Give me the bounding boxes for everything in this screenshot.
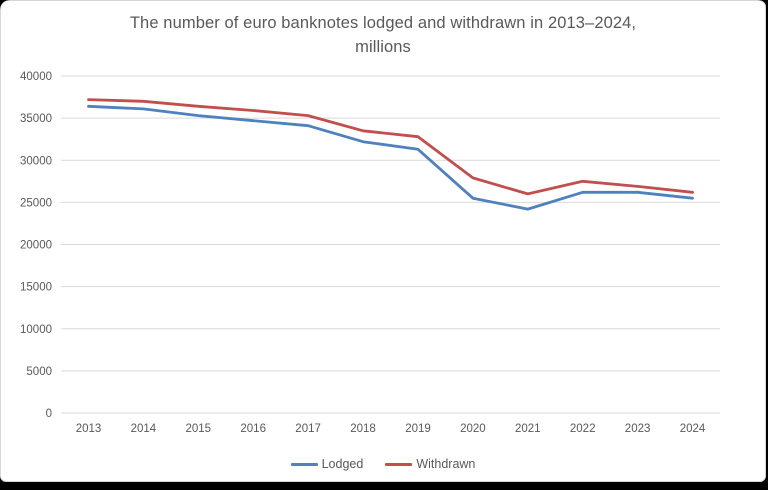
- x-tick-label: 2022: [570, 423, 596, 435]
- chart-title-line-2: millions: [355, 37, 411, 56]
- x-tick-label: 2013: [76, 423, 102, 435]
- x-tick-label: 2020: [460, 423, 486, 435]
- y-tick-label: 35000: [20, 113, 52, 125]
- y-tick-label: 5000: [26, 366, 52, 378]
- x-tick-label: 2017: [295, 423, 321, 435]
- chart-title: The number of euro banknotes lodged and …: [1, 12, 765, 60]
- legend-label-lodged: Lodged: [321, 457, 364, 471]
- y-tick-label: 20000: [20, 240, 52, 252]
- x-tick-label: 2019: [405, 423, 431, 435]
- withdrawn-line-swatch-icon: [385, 462, 413, 466]
- x-tick-label: 2015: [186, 423, 212, 435]
- y-tick-label: 40000: [20, 71, 52, 83]
- x-tick-label: 2018: [350, 423, 376, 435]
- y-tick-label: 0: [46, 408, 52, 420]
- y-tick-label: 30000: [20, 155, 52, 167]
- y-tick-label: 10000: [20, 324, 52, 336]
- y-tick-label: 25000: [20, 197, 52, 209]
- legend-item-lodged: Lodged: [290, 457, 364, 471]
- legend-label-withdrawn: Withdrawn: [416, 457, 476, 471]
- withdrawn-line: [87, 98, 694, 196]
- line-chart-plot: 0 5000 10000 15000 20000 25000 30000 35000 40000…: [20, 71, 720, 435]
- x-tick-label: 2024: [680, 423, 706, 435]
- x-tick-label: 2016: [240, 423, 266, 435]
- legend-item-withdrawn: Withdrawn: [385, 457, 475, 471]
- lodged-line: [87, 104, 694, 211]
- lodged-line-swatch-icon: [290, 462, 318, 466]
- y-tick-label: 15000: [20, 282, 52, 294]
- x-tick-label: 2021: [515, 423, 541, 435]
- x-tick-label: 2023: [625, 423, 651, 435]
- chart-title-line-1: The number of euro banknotes lodged and …: [129, 14, 637, 32]
- x-tick-label: 2014: [131, 423, 157, 435]
- chart-legend: Lodged Withdrawn: [1, 457, 765, 471]
